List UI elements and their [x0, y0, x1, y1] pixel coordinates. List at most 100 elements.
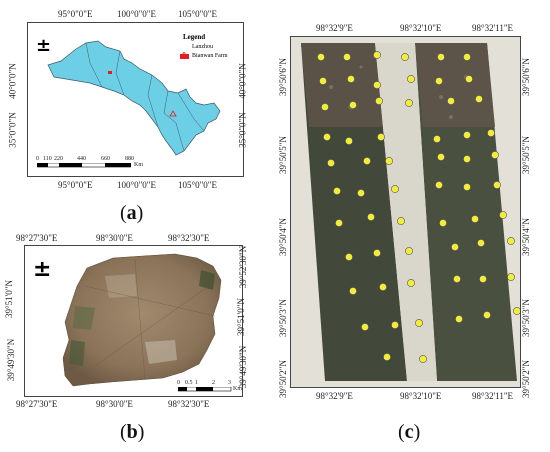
tick-top-b3: 98°32'30"E: [168, 233, 210, 243]
sample-point: [383, 353, 391, 361]
sample-point: [317, 53, 325, 61]
sample-point: [463, 131, 471, 139]
sample-point: [361, 323, 369, 331]
sample-point: [401, 53, 409, 61]
sample-point: [349, 287, 357, 295]
farm-area: [62, 253, 222, 387]
sample-point: [507, 273, 515, 281]
sample-point: [437, 153, 445, 161]
sample-point: [347, 75, 355, 83]
lanzhou-legend-icon: [179, 45, 189, 59]
sample-point: [487, 129, 495, 137]
sample-point: [433, 135, 441, 143]
sample-point: [451, 243, 459, 251]
tick-right-c4: 39°50'3"N: [520, 299, 531, 337]
farm-legend-icon: [180, 54, 189, 59]
sample-point: [367, 213, 375, 221]
tick-bottom-b2: 98°30'0"E: [96, 399, 133, 409]
map-frame-c: [290, 36, 521, 388]
sample-point: [391, 321, 399, 329]
tick-right-c3: 39°50'4"N: [520, 218, 531, 256]
sample-point: [343, 53, 351, 61]
scale-label: 880: [125, 156, 134, 162]
sample-point: [323, 133, 331, 141]
north-symbol: ±: [36, 35, 51, 56]
sample-point: [435, 77, 443, 85]
panel-label-b: (b): [120, 421, 145, 443]
tick-left-c1: 39°50'6"N: [277, 58, 288, 96]
sample-point: [375, 97, 383, 105]
tick-top-b2: 98°30'0"E: [96, 233, 133, 243]
tick-right-a2: 35°0"0"N: [237, 112, 248, 148]
tick-bottom-c1: 98°32'9"E: [316, 391, 353, 401]
tick-left-c2: 39°50'5"N: [277, 136, 288, 174]
sample-point: [407, 75, 415, 83]
north-symbol: ±: [33, 257, 51, 282]
lanzhou-marker: [169, 110, 177, 117]
tick-right-a1: 40°0"0"N: [237, 63, 248, 99]
tick-bottom-c3: 98°32'11"E: [472, 391, 514, 401]
field-satellite-map: [291, 37, 521, 387]
panel-label-a: (a): [120, 202, 144, 224]
tick-left-b2: 39°49'30"N: [6, 338, 17, 382]
tick-top-c3: 98°32'11"E: [472, 23, 514, 33]
sample-point: [435, 181, 443, 189]
tick-top-c1: 98°32'9"E: [316, 23, 353, 33]
tick-right-b1: 39°51'0"N: [235, 298, 246, 336]
sample-point: [463, 183, 471, 191]
scale-unit: Km: [134, 162, 143, 168]
sample-point: [453, 275, 461, 283]
tick-left-b1: 39°51'0"N: [3, 280, 14, 318]
sample-point: [357, 189, 365, 197]
sample-point: [471, 215, 479, 223]
tick-bottom-a1: 95°0"0"E: [58, 180, 93, 190]
sample-point: [493, 181, 501, 189]
tick-right-b2: 39°49'30"N: [238, 345, 249, 389]
tick-top-a1: 95°0"0"E: [58, 9, 93, 19]
sample-point: [385, 157, 393, 165]
sample-point: [345, 137, 353, 145]
map-frame-a: ± Legend Lanzhou Bianwan Farm 0 110 220 …: [27, 22, 244, 177]
scale-label: 660: [101, 156, 110, 162]
sample-point: [507, 237, 515, 245]
tick-right-c2: 39°50'5"N: [520, 136, 531, 174]
sample-point: [463, 53, 471, 61]
sample-point: [373, 51, 381, 59]
tick-bottom-a3: 105°0"0"E: [178, 180, 217, 190]
sample-point: [335, 219, 343, 227]
sample-point: [373, 81, 381, 89]
sample-point: [363, 157, 371, 165]
scale-label: 0: [36, 156, 39, 162]
sample-point: [483, 311, 491, 319]
sample-point: [463, 155, 471, 163]
scale-label: 0: [177, 380, 180, 386]
scale-label: 0.5: [185, 380, 193, 386]
tick-top-a3: 105°0"0"E: [178, 9, 217, 19]
sample-point: [349, 101, 357, 109]
sample-point: [405, 99, 413, 107]
scale-label: 220: [54, 156, 63, 162]
sample-point: [479, 275, 487, 283]
tick-left-a2: 35°0"0"N: [7, 112, 18, 148]
scale-label: 440: [77, 156, 86, 162]
sample-point: [439, 219, 447, 227]
sample-point: [499, 211, 507, 219]
sample-point: [333, 187, 341, 195]
sample-point: [391, 185, 399, 193]
sample-point: [415, 319, 423, 327]
sample-point: [465, 75, 473, 83]
sample-point: [377, 133, 385, 141]
farm-satellite-map: ±: [33, 253, 222, 387]
scale-unit: Km: [233, 386, 242, 392]
field-strip-left: [301, 43, 407, 381]
tick-left-c5: 39°50'2"N: [277, 360, 288, 398]
tick-right-c5: 39°50'2"N: [520, 360, 531, 398]
legend-title: Legend: [183, 33, 206, 41]
tick-left-c3: 39°50'4"N: [277, 218, 288, 256]
sample-point: [373, 249, 381, 257]
sample-point: [447, 97, 455, 105]
tick-bottom-a2: 100°0"0"E: [117, 180, 156, 190]
sample-point: [407, 279, 415, 287]
sample-point: [437, 53, 445, 61]
panel-label-c: (c): [398, 421, 421, 443]
